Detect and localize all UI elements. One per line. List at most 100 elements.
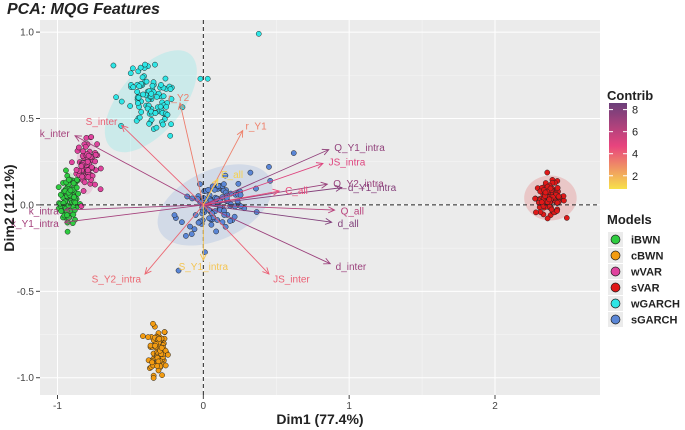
contrib-legend-title: Contrib [607, 88, 653, 103]
arrow-S_inter [121, 125, 204, 206]
point-sGARCH [237, 192, 244, 198]
point-wGARCH [146, 120, 152, 127]
point-wVAR [75, 144, 82, 151]
point-wVAR [82, 143, 89, 150]
legend-label-wGARCH: wGARCH [630, 299, 680, 311]
x-tick-label: 1 [346, 401, 352, 412]
point-cBWN [150, 320, 156, 327]
x-tick-label: 0 [201, 401, 207, 412]
arrowhead-k_inter [74, 135, 83, 142]
point-wGARCH [118, 98, 125, 105]
arrow-label-JS_inter: JS_inter [273, 274, 310, 285]
point-iBWN [64, 228, 71, 235]
point-sGARCH [175, 267, 182, 274]
point-wGARCH [160, 93, 167, 100]
point-cBWN [161, 329, 168, 335]
point-cBWN [159, 372, 165, 379]
point-wGARCH [158, 82, 164, 88]
contrib-tick-label: 6 [632, 127, 638, 139]
legend-swatch-iBWN [610, 234, 621, 245]
point-sGARCH [222, 172, 229, 179]
point-sGARCH [179, 219, 185, 225]
point-wGARCH [168, 121, 174, 128]
legend-label-wVAR: wVAR [630, 267, 662, 279]
arrowhead-JS_intra [315, 162, 324, 169]
arrow-label-S_inter: S_inter [86, 117, 118, 128]
point-cBWN [150, 375, 157, 381]
point-wGARCH [157, 103, 164, 110]
arrowhead-Q_Y1_intra [321, 148, 330, 156]
point-sGARCH [266, 164, 272, 170]
arrowhead-Q_Y2_intra [320, 181, 329, 189]
chart-title: PCA: MQG Features [7, 1, 160, 18]
arrow-k_inter [74, 135, 204, 206]
legend-swatch-sGARCH [610, 314, 621, 325]
legend-label-sVAR: sVAR [631, 283, 660, 295]
y-tick-label: 0.5 [20, 114, 34, 125]
point-sVAR [546, 196, 553, 203]
arrow-label-d_all: d_all [338, 219, 359, 230]
point-wVAR [94, 141, 100, 147]
arrow-label-C_all: C_all [285, 186, 308, 197]
point-iBWN [64, 212, 70, 219]
point-wGARCH [167, 86, 174, 93]
point-wGARCH [139, 74, 146, 81]
point-wVAR [97, 165, 104, 172]
point-wVAR [80, 188, 87, 194]
arrowhead-C_all [272, 188, 281, 196]
point-cBWN [145, 334, 151, 340]
point-cBWN [149, 359, 155, 366]
point-wGARCH [152, 110, 159, 116]
point-wVAR [97, 186, 104, 193]
point-wGARCH [136, 114, 143, 121]
point-sGARCH [205, 186, 212, 193]
point-sVAR [548, 206, 555, 213]
legend-swatch-cBWN [610, 250, 621, 261]
point-wGARCH [167, 132, 174, 139]
point-wGARCH [153, 94, 160, 100]
point-wGARCH [110, 62, 117, 69]
point-sVAR [544, 169, 551, 176]
point-iBWN [55, 184, 62, 191]
arrowhead-r_Y1 [236, 129, 244, 138]
point-iBWN [71, 194, 77, 201]
x-tick-label: -1 [53, 401, 62, 412]
point-sVAR [554, 208, 560, 214]
contrib-tick-label: 4 [632, 149, 638, 161]
arrow-d_Y1_intra [203, 187, 342, 206]
point-wVAR [73, 166, 80, 173]
point-sGARCH [191, 226, 198, 233]
arrow-label-k_inter: k_inter [40, 129, 71, 140]
point-wGARCH [148, 90, 155, 97]
point-sGARCH [221, 181, 227, 187]
arrow-label-d_inter: d_inter [336, 262, 367, 273]
arrow-label-Q_all: Q_all [341, 206, 364, 217]
point-wGARCH [136, 83, 143, 90]
arrow-label-d_Y1_intra: d_Y1_intra [348, 183, 397, 194]
point-wVAR [83, 134, 90, 141]
arrow-label-JS_intra: JS_intra [329, 157, 366, 168]
point-sGARCH [235, 180, 242, 187]
arrowhead-S_Y2_intra [144, 267, 152, 275]
arrow-label-r_Y1: r_Y1 [246, 121, 268, 132]
arrow-JS_inter [203, 204, 270, 275]
point-wGARCH [138, 109, 145, 115]
point-sVAR [533, 209, 539, 216]
arrow-d_inter [203, 204, 331, 265]
point-sGARCH [188, 231, 195, 237]
point-iBWN [63, 167, 69, 174]
arrow-Q_all [203, 204, 335, 211]
point-iBWN [75, 190, 82, 197]
arrow-label-k_Y1_intra: k_Y1_intra [11, 219, 59, 230]
models-legend: Models iBWN cBWN wVAR sVAR wGARCH sGARCH [607, 212, 680, 327]
point-wGARCH [127, 70, 134, 77]
point-iBWN [65, 176, 72, 183]
point-wVAR [88, 134, 95, 140]
legend-label-iBWN: iBWN [631, 235, 660, 247]
point-wGARCH [153, 124, 160, 131]
gridlines [40, 20, 600, 395]
x-tick-label: 2 [492, 401, 498, 412]
contrib-tick-label: 8 [632, 105, 638, 117]
point-wGARCH [142, 61, 148, 68]
arrow-JS_intra [203, 163, 324, 206]
